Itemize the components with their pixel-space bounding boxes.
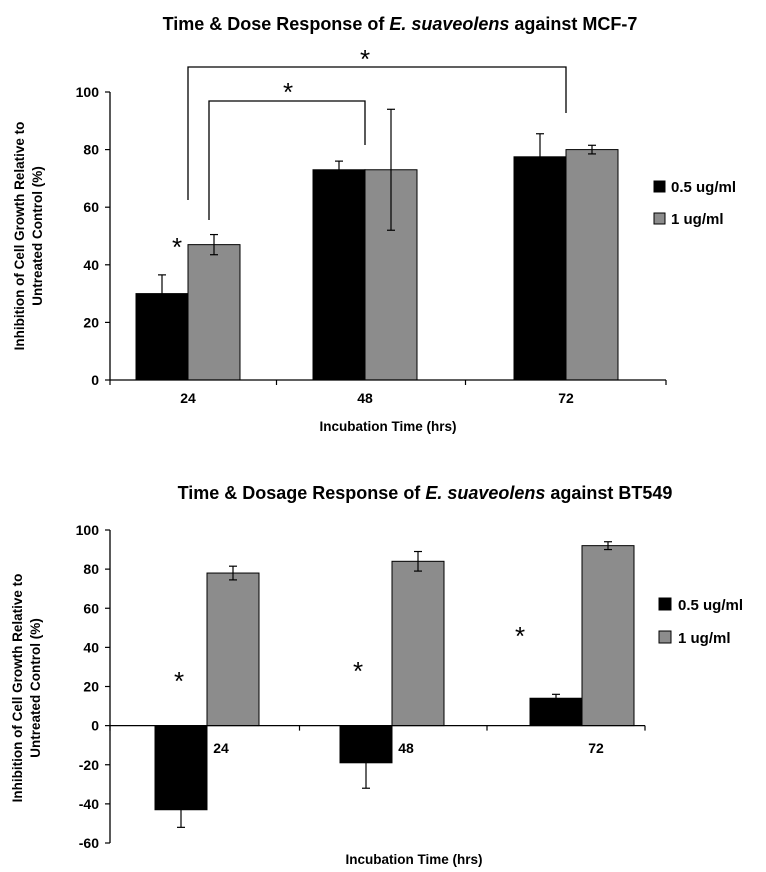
y-tick-label: 100 — [76, 84, 100, 100]
y-tick-label: 60 — [83, 199, 99, 215]
chart1-y-ticks: 0 20 40 60 80 100 — [76, 84, 110, 388]
chart1-axes — [109, 92, 666, 381]
chart2-annotation-star: * — [353, 656, 363, 686]
bar — [513, 156, 567, 381]
chart2-annotation-star: * — [515, 621, 525, 651]
x-tick-label: 48 — [398, 740, 414, 756]
x-tick-label: 24 — [213, 740, 229, 756]
x-tick-label: 48 — [357, 390, 373, 406]
chart2-bars — [154, 545, 635, 811]
legend-swatch-0.5 — [653, 180, 666, 193]
legend-label: 0.5 ug/ml — [671, 179, 736, 196]
x-tick-label: 72 — [558, 390, 574, 406]
chart2-ylabel-line2: Untreated Control (%) — [28, 618, 43, 758]
chart2-legend: 0.5 ug/ml 1 ug/ml — [658, 597, 743, 647]
bar — [206, 572, 260, 727]
y-tick-label: 40 — [83, 639, 99, 655]
legend-swatch-1 — [658, 630, 672, 644]
chart1-ylabel-line2: Untreated Control (%) — [30, 166, 45, 306]
chart-bt549: Time & Dosage Response of E. suaveolens … — [10, 483, 743, 867]
y-tick-label: 20 — [83, 679, 99, 695]
y-tick-label: 100 — [76, 522, 100, 538]
legend-label: 1 ug/ml — [671, 211, 724, 228]
chart1-x-ticks: 24 48 72 — [109, 380, 667, 406]
bar — [312, 169, 366, 381]
chart1-bars — [135, 149, 619, 381]
chart2-title: Time & Dosage Response of E. suaveolens … — [178, 483, 673, 503]
chart1-xlabel: Incubation Time (hrs) — [319, 419, 456, 434]
chart1-ylabel-line1: Inhibition of Cell Growth Relative to — [12, 122, 27, 351]
chart2-xlabel: Incubation Time (hrs) — [345, 852, 482, 867]
chart2-error-bars — [177, 541, 612, 828]
legend-label: 1 ug/ml — [678, 630, 731, 647]
chart1-annotation-star: * — [360, 44, 370, 74]
y-tick-label: -60 — [79, 835, 99, 851]
chart1-bracket-24-72 — [187, 66, 567, 200]
y-tick-label: 80 — [83, 142, 99, 158]
chart1-legend: 0.5 ug/ml 1 ug/ml — [653, 179, 736, 228]
y-tick-label: 0 — [91, 718, 99, 734]
x-tick-label: 72 — [588, 740, 604, 756]
chart-mcf7: Time & Dose Response of E. suaveolens ag… — [12, 14, 736, 434]
legend-swatch-0.5 — [658, 597, 672, 611]
chart2-annotation-star: * — [174, 666, 184, 696]
y-tick-label: 80 — [83, 561, 99, 577]
chart1-bracket-24-48 — [208, 100, 366, 220]
chart2-y-ticks: -60 -40 -20 0 20 40 60 80 100 — [76, 522, 110, 851]
chart1-annotation-star: * — [172, 232, 182, 262]
y-tick-label: -20 — [79, 757, 99, 773]
chart2-x-ticks: 24 48 72 — [109, 725, 646, 756]
chart2-ylabel-line1: Inhibition of Cell Growth Relative to — [10, 574, 25, 803]
bar — [391, 560, 445, 727]
y-tick-label: 0 — [91, 372, 99, 388]
x-tick-label: 24 — [180, 390, 196, 406]
bar — [581, 545, 635, 727]
legend-label: 0.5 ug/ml — [678, 597, 743, 614]
chart1-title: Time & Dose Response of E. suaveolens ag… — [163, 14, 638, 34]
bar — [565, 149, 619, 381]
chart1-annotation-star: * — [283, 77, 293, 107]
bar — [187, 244, 241, 381]
chart1-error-bars — [158, 108, 596, 313]
legend-swatch-1 — [653, 212, 666, 225]
y-tick-label: -40 — [79, 796, 99, 812]
y-tick-label: 60 — [83, 600, 99, 616]
y-tick-label: 20 — [83, 314, 99, 330]
y-tick-label: 40 — [83, 257, 99, 273]
